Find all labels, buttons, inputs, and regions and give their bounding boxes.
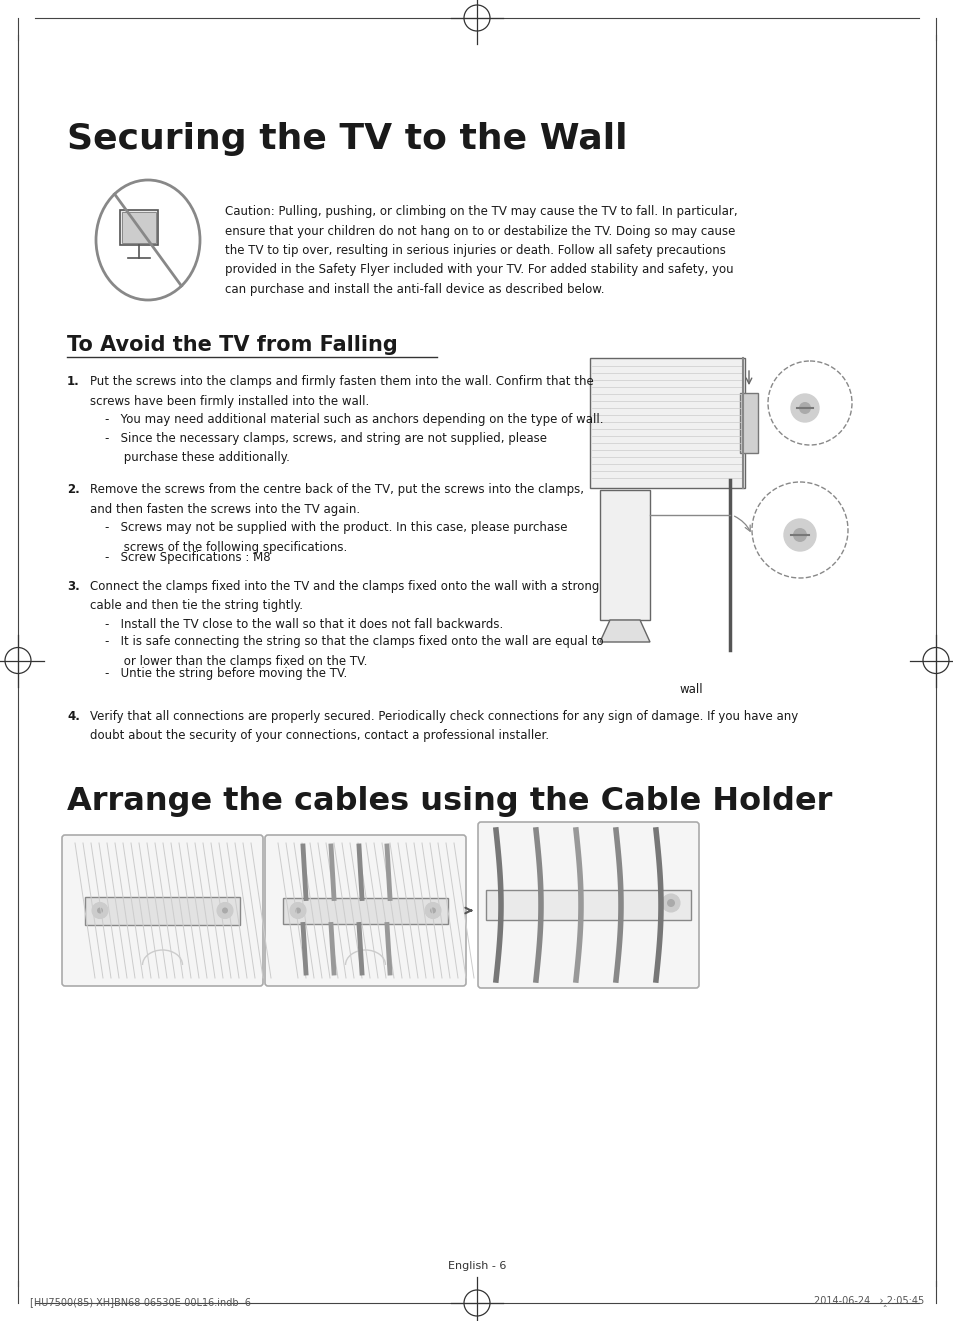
Circle shape: [91, 902, 108, 918]
FancyBboxPatch shape: [62, 835, 263, 985]
Text: 4.: 4.: [67, 709, 80, 723]
FancyBboxPatch shape: [283, 897, 448, 923]
Text: -   Screw Specifications : M8: - Screw Specifications : M8: [105, 551, 271, 564]
Text: wall: wall: [679, 683, 703, 696]
Circle shape: [666, 900, 675, 908]
Polygon shape: [120, 210, 158, 244]
FancyBboxPatch shape: [265, 835, 465, 985]
Text: [HU7500(85)-XH]BN68-06530E-00L16.indb  6: [HU7500(85)-XH]BN68-06530E-00L16.indb 6: [30, 1297, 251, 1306]
Circle shape: [290, 902, 306, 918]
Text: 1.: 1.: [67, 375, 80, 388]
FancyBboxPatch shape: [477, 822, 699, 988]
FancyBboxPatch shape: [85, 897, 240, 925]
Text: English - 6: English - 6: [447, 1262, 506, 1271]
Circle shape: [294, 908, 301, 914]
Text: -   Install the TV close to the wall so that it does not fall backwards.: - Install the TV close to the wall so th…: [105, 618, 503, 631]
Text: Arrange the cables using the Cable Holder: Arrange the cables using the Cable Holde…: [67, 786, 832, 816]
Circle shape: [97, 908, 103, 914]
Text: To Avoid the TV from Falling: To Avoid the TV from Falling: [67, 336, 397, 355]
Circle shape: [222, 908, 228, 914]
Polygon shape: [599, 620, 649, 642]
Polygon shape: [122, 211, 156, 243]
Text: -   Screws may not be supplied with the product. In this case, please purchase
 : - Screws may not be supplied with the pr…: [105, 520, 567, 553]
Text: -   Since the necessary clamps, screws, and string are not supplied, please
    : - Since the necessary clamps, screws, an…: [105, 432, 546, 465]
Circle shape: [792, 528, 806, 542]
Text: Caution: Pulling, pushing, or climbing on the TV may cause the TV to fall. In pa: Caution: Pulling, pushing, or climbing o…: [225, 205, 737, 296]
Text: -   It is safe connecting the string so that the clamps fixed onto the wall are : - It is safe connecting the string so th…: [105, 635, 603, 667]
Circle shape: [790, 394, 818, 421]
Text: Securing the TV to the Wall: Securing the TV to the Wall: [67, 122, 627, 156]
Text: Remove the screws from the centre back of the TV, put the screws into the clamps: Remove the screws from the centre back o…: [90, 483, 583, 515]
Circle shape: [783, 519, 815, 551]
Text: Verify that all connections are properly secured. Periodically check connections: Verify that all connections are properly…: [90, 709, 798, 742]
FancyBboxPatch shape: [589, 358, 744, 487]
Text: -   Untie the string before moving the TV.: - Untie the string before moving the TV.: [105, 667, 347, 680]
Circle shape: [430, 908, 436, 914]
Text: Connect the clamps fixed into the TV and the clamps fixed onto the wall with a s: Connect the clamps fixed into the TV and…: [90, 580, 598, 613]
FancyBboxPatch shape: [599, 490, 649, 620]
Circle shape: [661, 894, 679, 911]
Text: 2014-06-24   ›‸2:05:45: 2014-06-24 ›‸2:05:45: [813, 1296, 923, 1306]
Text: 3.: 3.: [67, 580, 80, 593]
FancyBboxPatch shape: [740, 394, 758, 453]
Circle shape: [424, 902, 440, 918]
Text: -   You may need additional material such as anchors depending on the type of wa: - You may need additional material such …: [105, 413, 603, 425]
FancyBboxPatch shape: [485, 890, 690, 919]
Text: Put the screws into the clamps and firmly fasten them into the wall. Confirm tha: Put the screws into the clamps and firml…: [90, 375, 593, 407]
Text: 2.: 2.: [67, 483, 80, 495]
Circle shape: [799, 402, 810, 413]
Circle shape: [216, 902, 233, 918]
